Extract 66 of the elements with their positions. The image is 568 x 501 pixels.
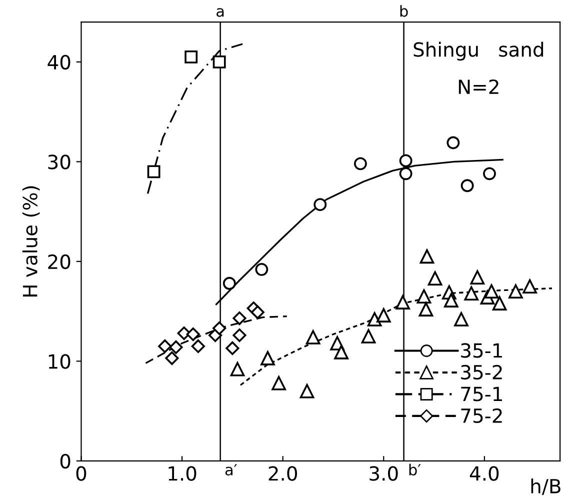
point <box>396 295 410 310</box>
x-tick-label: 1.0 <box>168 466 196 481</box>
point <box>300 384 314 398</box>
y-tick-label: 20 <box>48 254 70 270</box>
x-tick-label: 0 <box>76 466 86 481</box>
point <box>367 312 382 326</box>
point <box>232 328 246 342</box>
point <box>399 167 412 180</box>
x-tick-label: 4.0 <box>470 466 499 481</box>
legend-label: 35-2 <box>461 364 502 380</box>
point <box>416 289 432 304</box>
annotation: N=2 <box>458 79 498 94</box>
point <box>306 330 320 344</box>
point <box>191 339 205 354</box>
y-tick-label: 30 <box>48 154 70 170</box>
point <box>508 284 523 299</box>
point <box>334 345 348 360</box>
point <box>492 296 507 310</box>
point <box>470 270 485 285</box>
ref-line-label: a <box>216 8 224 17</box>
point <box>147 165 160 178</box>
point <box>354 157 367 170</box>
point <box>420 249 434 264</box>
point <box>460 179 474 192</box>
point <box>522 279 537 294</box>
point <box>376 308 391 322</box>
point <box>428 271 442 286</box>
legend-label: 75-2 <box>461 408 502 424</box>
point <box>418 302 434 316</box>
point <box>212 321 226 336</box>
y-tick-label: 0 <box>60 454 70 469</box>
point <box>165 351 179 365</box>
annotation: b′ <box>409 464 421 476</box>
legend-label: 35-1 <box>461 343 502 358</box>
point <box>250 306 264 320</box>
y-axis-title: H value (%) <box>22 186 40 296</box>
annotation: a′ <box>225 464 237 476</box>
point <box>232 311 246 326</box>
annotation: Shingu sand <box>414 42 544 61</box>
y-tick-label: 40 <box>48 54 70 70</box>
point <box>361 329 376 344</box>
point <box>212 55 226 68</box>
x-tick-label: 3.0 <box>370 466 398 481</box>
point <box>272 376 286 390</box>
point <box>255 262 268 276</box>
point <box>446 136 460 150</box>
point <box>226 341 240 356</box>
point <box>158 339 172 354</box>
point <box>230 362 245 376</box>
point <box>454 312 468 326</box>
point <box>260 351 275 366</box>
y-tick-label: 10 <box>48 354 70 369</box>
point <box>483 167 496 180</box>
point <box>222 276 236 290</box>
point <box>464 286 478 301</box>
point <box>444 293 458 308</box>
point <box>169 340 183 354</box>
point <box>399 154 412 168</box>
point <box>184 50 198 64</box>
ref-line-label: b <box>400 5 408 17</box>
legend-label: 75-1 <box>461 386 502 402</box>
point <box>314 198 327 212</box>
x-tick-label: 2.0 <box>268 466 298 481</box>
point <box>484 284 499 299</box>
point <box>186 327 200 342</box>
x-axis-title: h/B <box>531 478 560 496</box>
